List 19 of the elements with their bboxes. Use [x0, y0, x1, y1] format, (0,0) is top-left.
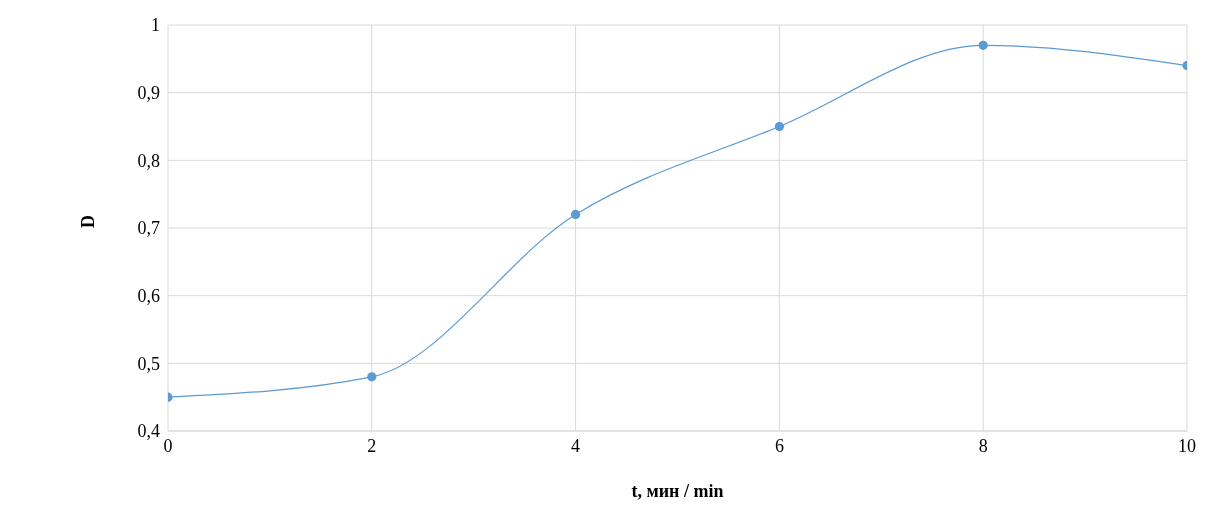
x-axis-title: t, мин / min [631, 481, 724, 501]
point [571, 209, 581, 220]
x-tick-label: 6 [774, 435, 784, 456]
y-tick-label: 0,9 [137, 83, 160, 104]
x-tick-label: 2 [367, 435, 377, 456]
y-axis-title: D [78, 215, 99, 228]
point [978, 40, 988, 50]
y-tick-label: 0,7 [137, 218, 160, 239]
point [367, 372, 377, 382]
point [774, 121, 784, 132]
x-tick-label: 0 [163, 435, 173, 456]
x-tick-label: 4 [571, 435, 581, 456]
y-tick-label: 0,6 [137, 286, 160, 307]
y-tick-label: 0,4 [137, 421, 160, 442]
y-tick-label: 1 [151, 15, 160, 36]
y-tick-label: 0,8 [137, 150, 160, 171]
y-tick-label: 0,5 [137, 353, 160, 374]
x-tick-label: 8 [978, 435, 988, 456]
x-tick-label: 10 [1178, 435, 1196, 456]
